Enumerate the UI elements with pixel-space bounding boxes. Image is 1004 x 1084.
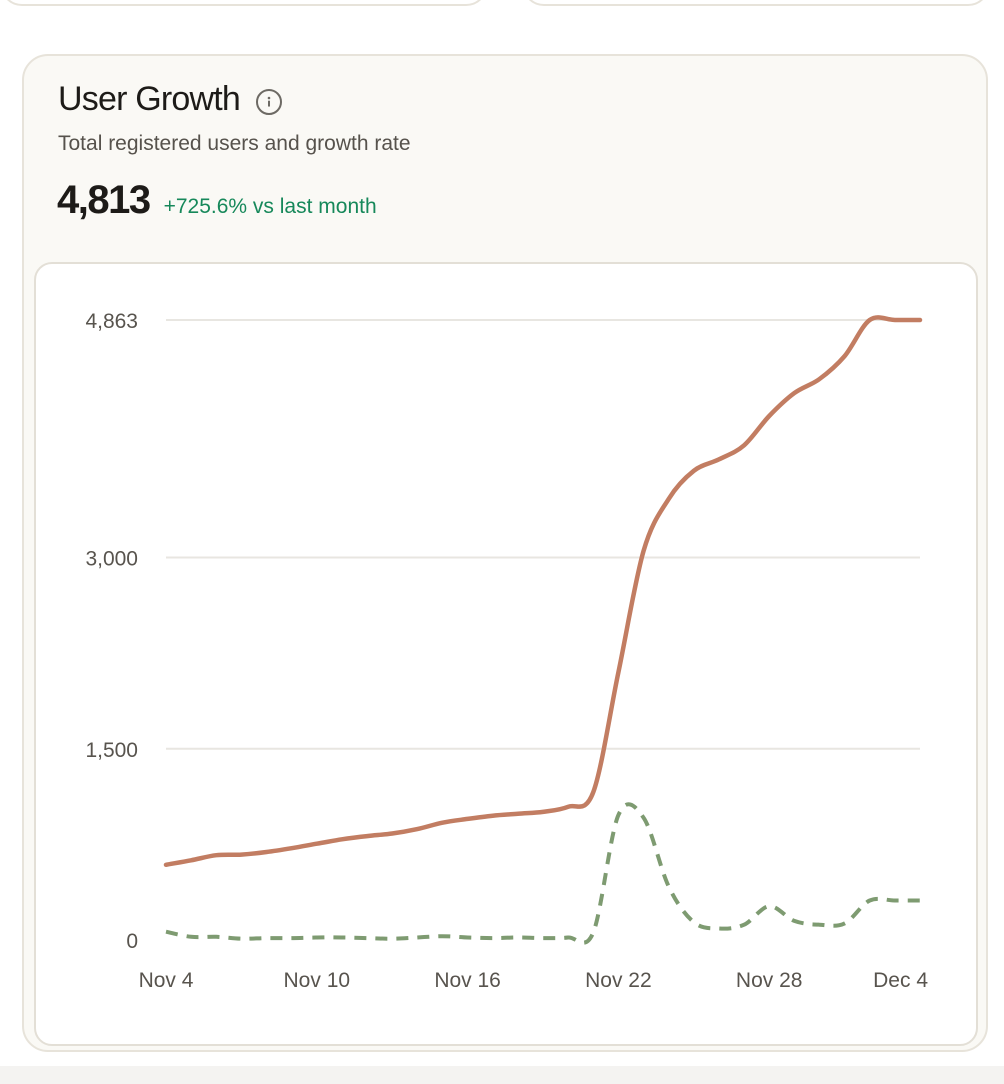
series-line-growth-rate	[165, 802, 920, 945]
y-tick-label: 3,000	[85, 548, 138, 571]
series-layer	[163, 315, 923, 945]
metric-row: 4,813 +725.6% vs last month	[57, 178, 377, 223]
x-axis: Nov 4 Nov 10 Nov 16 Nov 22 Nov 28 Dec 4	[139, 969, 929, 992]
growth-delta: +725.6% vs last month	[163, 195, 377, 218]
user-growth-chart: 0 1,500 3,000 4,863 Nov 4 Nov 10 Nov 16 Nov 22…	[85, 310, 929, 992]
y-tick-label: 4,863	[85, 310, 138, 333]
y-axis: 0 1,500 3,000 4,863	[85, 310, 138, 953]
y-tick-label: 1,500	[85, 739, 138, 762]
y-tick-label: 0	[126, 930, 138, 953]
user-growth-card: User Growth Total registered users and g…	[22, 54, 988, 1052]
info-icon[interactable]	[256, 88, 283, 115]
card-header: User Growth	[58, 80, 283, 119]
x-tick-label: Nov 22	[585, 969, 652, 992]
chart-panel: 0 1,500 3,000 4,863 Nov 4 Nov 10 Nov 16 Nov 22…	[34, 262, 978, 1046]
card-title: User Growth	[58, 80, 241, 118]
x-tick-label: Nov 28	[736, 969, 803, 992]
x-tick-label: Nov 4	[139, 969, 194, 992]
grid-layer	[166, 319, 920, 750]
x-tick-label: Dec 4	[873, 969, 928, 992]
previous-card-left	[0, 0, 488, 6]
x-tick-label: Nov 10	[284, 969, 351, 992]
card-subtitle: Total registered users and growth rate	[58, 132, 411, 155]
series-line-total-users	[163, 315, 923, 868]
previous-card-right	[522, 0, 990, 6]
page-bottom-strip	[0, 1066, 1004, 1084]
total-users-value: 4,813	[57, 178, 151, 222]
x-tick-label: Nov 16	[434, 969, 501, 992]
